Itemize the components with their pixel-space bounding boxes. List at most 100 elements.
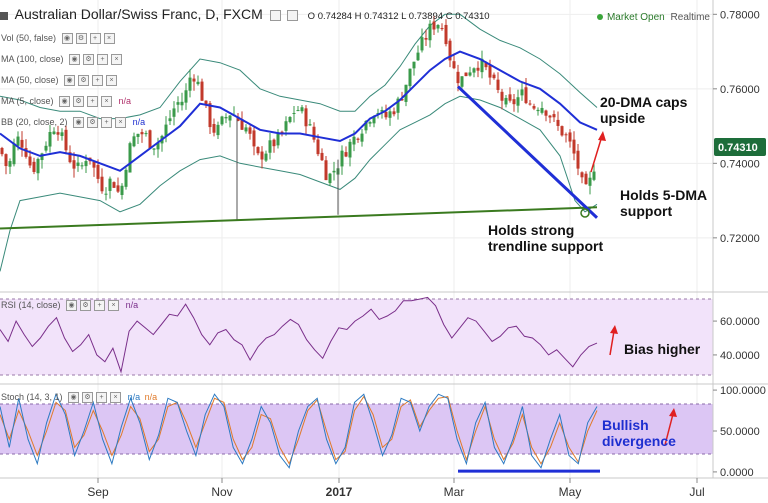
candle-body	[128, 143, 132, 173]
eye-icon[interactable]: ◉	[59, 96, 71, 108]
candle-body	[440, 28, 444, 30]
indicator-ma5-label: MA (5, close)	[1, 96, 54, 106]
time-tick-label: Nov	[211, 485, 232, 499]
candle-body	[388, 111, 392, 118]
settings-icon[interactable]: ⚙	[87, 117, 99, 129]
candle-body	[292, 112, 296, 114]
candle-body	[68, 152, 72, 163]
add-icon[interactable]: +	[97, 54, 109, 66]
candle-body	[140, 132, 144, 135]
close-icon[interactable]: ×	[115, 117, 127, 129]
arrow-divergence-head	[669, 408, 677, 417]
bb-lower-line	[0, 95, 598, 272]
candle-body	[332, 170, 336, 173]
candle-body	[416, 52, 420, 61]
rsi-axis[interactable]: 60.0000 40.0000	[713, 316, 760, 362]
add-icon[interactable]: +	[89, 33, 101, 45]
eye-icon[interactable]: ◉	[64, 75, 76, 87]
indicator-ma5[interactable]: MA (5, close) ◉ ⚙ + × n/a	[1, 96, 131, 108]
candle-body	[592, 171, 596, 180]
candle-body	[256, 147, 260, 154]
settings-icon[interactable]: ⚙	[83, 54, 95, 66]
candle-body	[104, 193, 108, 195]
indicator-bb[interactable]: BB (20, close, 2) ◉ ⚙ + × n/a	[1, 117, 145, 129]
stoch-axis[interactable]: 100.0000 50.0000 0.0000	[713, 385, 766, 479]
candle-body	[200, 81, 204, 101]
rsi-tick-label: 40.0000	[720, 350, 760, 362]
candle-body	[456, 71, 460, 84]
candle-body	[324, 160, 328, 181]
candle-body	[524, 87, 528, 104]
indicator-ma50[interactable]: MA (50, close) ◉ ⚙ + ×	[1, 75, 118, 87]
eye-icon[interactable]: ◉	[66, 300, 78, 312]
close-icon[interactable]: ×	[110, 392, 122, 404]
eye-icon[interactable]: ◉	[68, 392, 80, 404]
price-pane	[0, 13, 606, 272]
eye-icon[interactable]: ◉	[61, 33, 73, 45]
last-price-tag: 0.74310	[714, 138, 766, 156]
candle-body	[372, 116, 376, 124]
eye-icon[interactable]: ◉	[73, 117, 85, 129]
candle-body	[504, 97, 508, 105]
indicator-vol[interactable]: Vol (50, false) ◉ ⚙ + ×	[1, 33, 115, 45]
candle-body	[116, 185, 120, 192]
price-axis[interactable]: 0.78000 0.76000 0.74000 0.72000	[713, 9, 760, 245]
candle-body	[196, 81, 200, 85]
hide-icon[interactable]	[287, 10, 299, 22]
candle-body	[412, 61, 416, 69]
indicator-ma100[interactable]: MA (100, close) ◉ ⚙ + ×	[1, 54, 123, 66]
settings-icon[interactable]: ⚙	[73, 96, 85, 108]
candle-body	[396, 98, 400, 113]
candle-body	[280, 131, 284, 133]
candle-body	[92, 161, 96, 168]
indicator-stoch-label: Stoch (14, 3, 1)	[1, 392, 63, 402]
add-icon[interactable]: +	[92, 75, 104, 87]
candle-body	[572, 139, 576, 154]
settings-icon[interactable]: ⚙	[78, 75, 90, 87]
add-icon[interactable]: +	[101, 117, 113, 129]
candle-body	[356, 138, 360, 140]
candle-body	[124, 169, 128, 187]
indicator-stoch[interactable]: Stoch (14, 3, 1) ◉ ⚙ + × n/a n/a	[1, 392, 157, 404]
candle-body	[36, 158, 40, 174]
annotation-bias: Bias higher	[624, 341, 700, 357]
candle-body	[436, 25, 440, 29]
candle-body	[284, 121, 288, 131]
candle-body	[344, 152, 348, 157]
close-icon[interactable]: ×	[106, 75, 118, 87]
add-icon[interactable]: +	[96, 392, 108, 404]
add-icon[interactable]: +	[94, 300, 106, 312]
close-icon[interactable]: ×	[101, 96, 113, 108]
candle-body	[0, 147, 4, 155]
settings-icon[interactable]: ⚙	[82, 392, 94, 404]
candle-body	[28, 156, 32, 166]
candle-body	[64, 129, 68, 151]
settings-icon[interactable]: ⚙	[75, 33, 87, 45]
candle-body	[420, 37, 424, 51]
candle-body	[500, 91, 504, 101]
time-axis[interactable]: Sep Nov 2017 Mar May Jul	[87, 478, 705, 499]
indicator-rsi[interactable]: RSI (14, close) ◉ ⚙ + × n/a	[1, 300, 138, 312]
time-tick-label: 2017	[326, 485, 353, 499]
candle-body	[220, 116, 224, 125]
close-icon[interactable]: ×	[108, 300, 120, 312]
settings-icon[interactable]: ⚙	[80, 300, 92, 312]
close-icon[interactable]: ×	[103, 33, 115, 45]
candle-body	[584, 173, 588, 185]
settings-icon[interactable]	[270, 10, 282, 22]
annotation-5dma: Holds 5-DMA support	[620, 187, 707, 219]
rsi-pane	[0, 296, 713, 376]
annotation-20dma-line1: 20-DMA caps	[600, 94, 688, 110]
symbol-menu-icon[interactable]	[0, 11, 8, 20]
price-tick-label: 0.78000	[720, 9, 760, 21]
candle-body	[392, 111, 396, 115]
annotation-bias-line1: Bias higher	[624, 341, 701, 357]
candle-body	[312, 126, 316, 140]
annotation-5dma-line2: support	[620, 203, 673, 219]
chart-title[interactable]: Australian Dollar/Swiss Franc, D, FXCM	[14, 6, 263, 22]
close-icon[interactable]: ×	[111, 54, 123, 66]
candle-body	[172, 108, 176, 117]
add-icon[interactable]: +	[87, 96, 99, 108]
eye-icon[interactable]: ◉	[69, 54, 81, 66]
candle-body	[368, 122, 372, 124]
